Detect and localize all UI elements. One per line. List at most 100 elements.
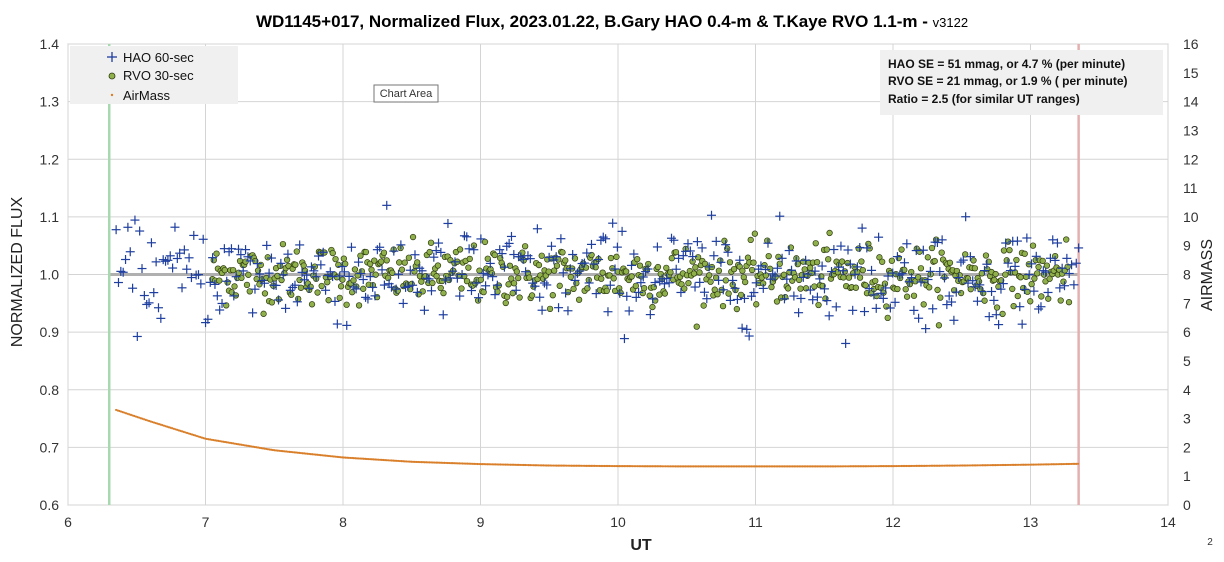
hao-point xyxy=(989,295,999,305)
airmass-point xyxy=(610,464,613,468)
airmass-point xyxy=(332,455,336,458)
rvo-point xyxy=(362,248,370,256)
airmass-point xyxy=(954,464,958,467)
hao-point xyxy=(608,218,618,228)
airmass-point xyxy=(360,457,364,460)
legend[interactable]: HAO 60-sec RVO 30-sec AirMass xyxy=(70,46,238,104)
airmass-point xyxy=(738,465,741,468)
rvo-point xyxy=(747,236,754,244)
rvo-point xyxy=(766,265,774,272)
airmass-point xyxy=(661,465,664,468)
hao-point xyxy=(405,265,415,275)
x-axis-ticks: 6 7 8 9 10 11 12 13 14 xyxy=(64,514,1176,530)
rvo-point xyxy=(339,276,346,283)
hao-point xyxy=(648,294,658,304)
hao-point xyxy=(921,324,931,334)
hao-point xyxy=(222,276,232,286)
airmass-point xyxy=(907,464,910,468)
airmass-point xyxy=(481,463,484,466)
airmass-point xyxy=(666,465,669,468)
airmass-point xyxy=(176,428,179,431)
airmass-point xyxy=(862,465,865,468)
hao-point xyxy=(563,306,573,316)
y-tick-label: 1.3 xyxy=(40,94,60,110)
hao-point xyxy=(838,266,848,276)
airmass-point xyxy=(276,449,279,452)
airmass-point xyxy=(507,463,510,466)
airmass-point xyxy=(735,465,738,468)
airmass-point xyxy=(520,463,524,467)
hao-point xyxy=(968,276,978,286)
hao-point xyxy=(274,295,284,305)
airmass-point xyxy=(865,465,868,468)
hao-point xyxy=(817,261,827,271)
rvo-point xyxy=(825,256,832,263)
airmass-point xyxy=(195,434,199,438)
airmass-point xyxy=(773,465,776,468)
rvo-point xyxy=(351,266,359,273)
airmass-point xyxy=(281,450,284,453)
hao-point xyxy=(603,307,613,317)
airmass-point xyxy=(870,465,873,468)
airmass-point xyxy=(565,464,568,467)
airmass-point xyxy=(989,464,992,467)
airmass-point xyxy=(214,439,217,442)
airmass-point xyxy=(397,459,400,463)
rvo-point xyxy=(516,294,523,301)
hao-point xyxy=(728,275,738,285)
hao-point xyxy=(768,269,778,279)
hao-point xyxy=(198,234,208,244)
airmass-point xyxy=(619,465,623,468)
airmass-point xyxy=(225,441,228,444)
airmass-point xyxy=(679,465,682,468)
airmass-point xyxy=(298,451,301,454)
hao-point xyxy=(396,240,406,250)
rvo-point xyxy=(456,246,464,253)
rvo-point xyxy=(297,284,305,291)
airmass-point xyxy=(341,456,344,459)
rvo-point xyxy=(917,265,925,272)
airmass-point xyxy=(322,454,326,457)
airmass-point xyxy=(336,455,339,458)
airmass-point xyxy=(156,422,159,425)
hao-point xyxy=(321,285,331,295)
hao-point xyxy=(782,274,792,284)
hao-point xyxy=(685,246,695,256)
airmass-point xyxy=(258,446,261,449)
rvo-point xyxy=(371,257,378,264)
airmass-point xyxy=(171,427,174,430)
airmass-point xyxy=(1047,463,1050,466)
rvo-point xyxy=(405,254,413,261)
airmass-point xyxy=(355,457,359,460)
hao-point xyxy=(170,222,180,232)
rvo-point xyxy=(650,284,657,291)
rvo-point xyxy=(256,281,263,288)
rvo-point xyxy=(383,257,390,264)
hao-point xyxy=(1057,263,1067,273)
rvo-point xyxy=(336,294,343,302)
hao-point xyxy=(1043,287,1053,297)
airmass-point xyxy=(855,465,859,468)
legend-marker-rvo xyxy=(108,72,116,80)
rvo-point xyxy=(283,256,291,263)
hao-point xyxy=(483,270,493,280)
airmass-point xyxy=(672,465,675,468)
airmass-point xyxy=(261,447,265,450)
hao-point xyxy=(337,262,347,272)
hao-point xyxy=(975,280,985,290)
airmass-point xyxy=(473,462,476,465)
airmass-point xyxy=(603,464,606,468)
x-tick-label: 9 xyxy=(477,514,485,530)
hao-point xyxy=(688,252,698,262)
airmass-point xyxy=(788,465,791,468)
hao-point xyxy=(852,262,862,272)
hao-point xyxy=(883,271,893,281)
rvo-point xyxy=(293,248,300,255)
hao-point xyxy=(954,273,964,283)
airmass-point xyxy=(148,419,151,423)
hao-point xyxy=(735,255,745,265)
airmass-point xyxy=(415,460,418,464)
y2-tick-label: 10 xyxy=(1183,209,1199,225)
airmass-point xyxy=(1007,463,1010,467)
hao-point xyxy=(344,271,354,281)
